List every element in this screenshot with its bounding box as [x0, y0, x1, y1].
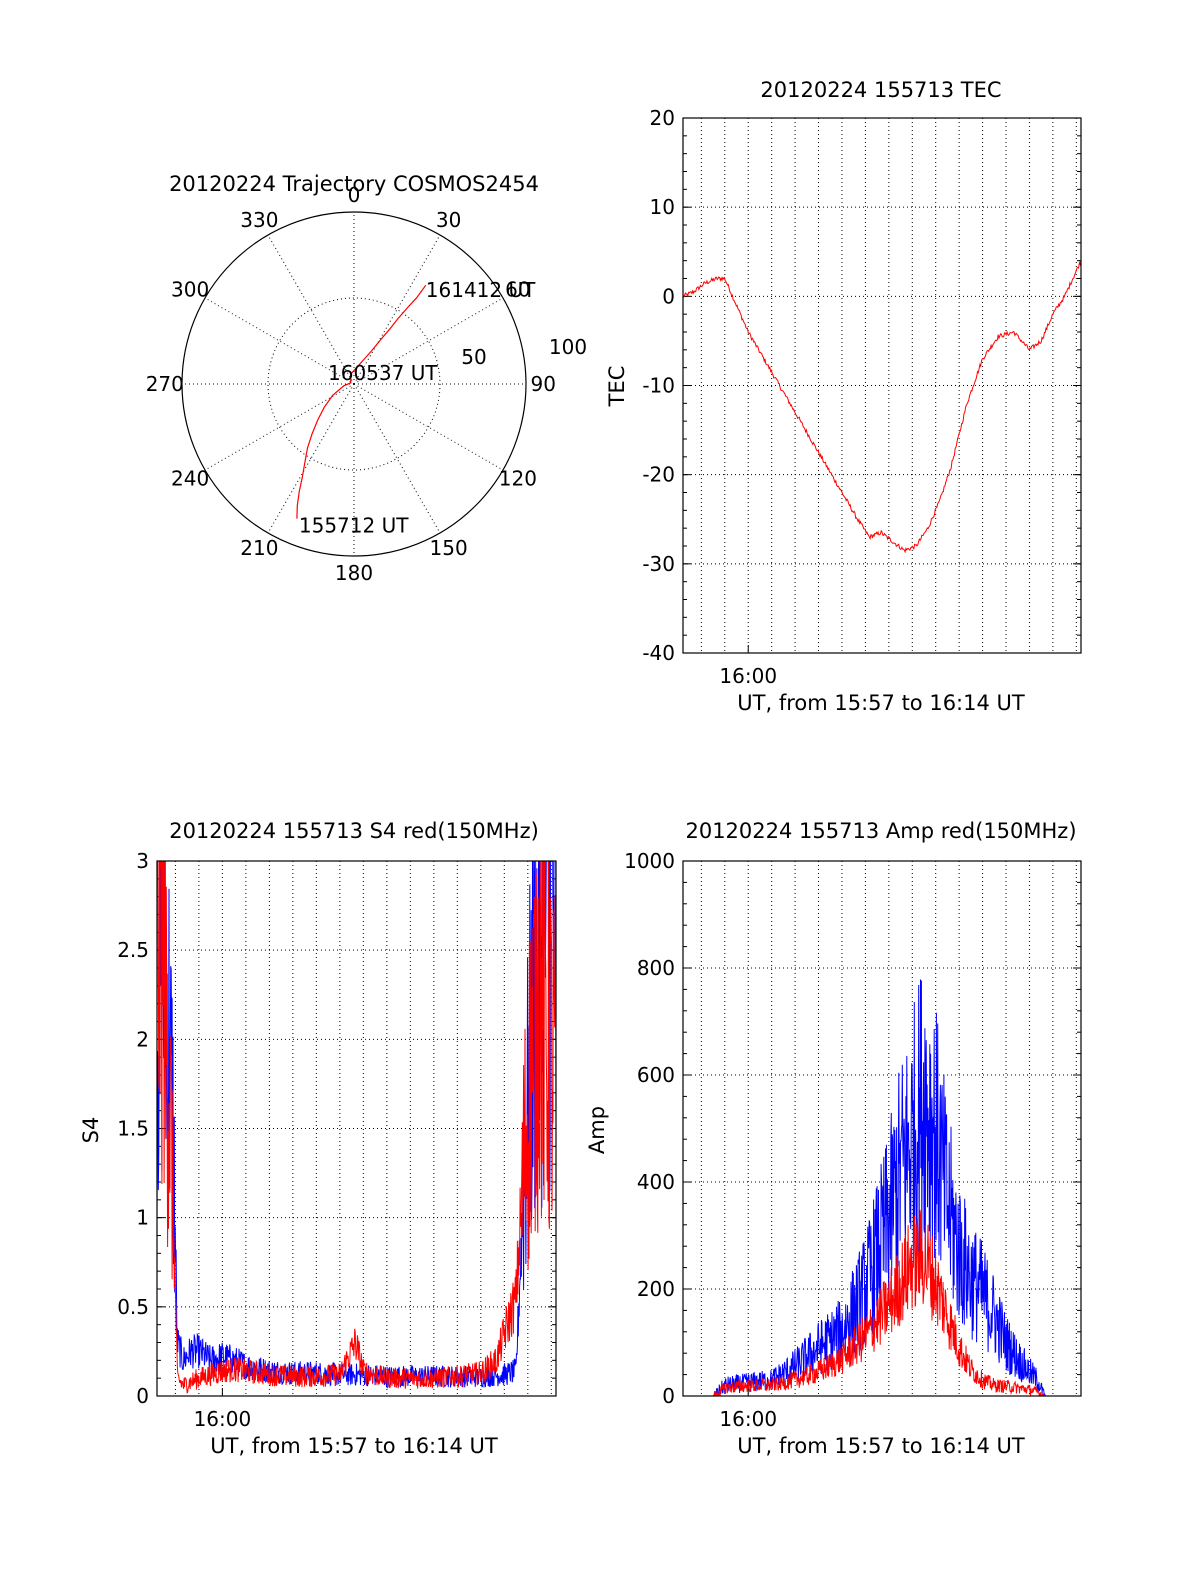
angle-label: 330 — [240, 208, 278, 232]
spoke — [353, 383, 441, 534]
series-line-blue — [157, 861, 556, 1388]
trajectory-line — [296, 284, 427, 519]
spoke — [353, 234, 441, 385]
spoke — [353, 383, 504, 471]
amp-ylabel: Amp — [585, 1106, 609, 1154]
y-tick-label: 2.5 — [117, 938, 149, 962]
x-tick-label: 16:00 — [719, 1407, 777, 1431]
x-tick-label: 16:00 — [719, 664, 777, 688]
mid-time-label: 160537 UT — [328, 361, 438, 385]
y-tick-label: 200 — [637, 1277, 675, 1301]
y-tick-label: -40 — [642, 641, 675, 665]
y-tick-label: 0 — [662, 1384, 675, 1408]
angle-label: 60 — [505, 277, 530, 301]
outer-ring — [181, 211, 527, 557]
y-tick-label: 3 — [136, 849, 149, 873]
end-time-label: 161412 UT — [426, 278, 536, 302]
angle-label: 30 — [436, 208, 461, 232]
x-tick-label: 16:00 — [194, 1407, 252, 1431]
s4-title: 20120224 155713 S4 red(150MHz) — [169, 819, 539, 843]
amp-xlabel: UT, from 15:57 to 16:14 UT — [737, 1434, 1025, 1458]
y-tick-label: 2 — [136, 1027, 149, 1051]
series-line-red — [683, 1209, 1081, 1396]
amp-marks: 1000 800 600 400 200 0 16:00 — [624, 849, 1082, 1431]
angle-label: 180 — [335, 561, 373, 585]
tec-ylabel: TEC — [605, 366, 629, 408]
ring-50 — [267, 297, 441, 471]
angle-label: 150 — [430, 536, 468, 560]
series-line-blue — [683, 979, 1081, 1396]
y-tick-label: 1 — [136, 1206, 149, 1230]
radius-label: 100 — [549, 335, 587, 359]
amp-title: 20120224 155713 Amp red(150MHz) — [685, 819, 1076, 843]
y-tick-label: 400 — [637, 1170, 675, 1194]
polar-marks: 0 30 60 90 120 150 180 210 240 270 300 330 50 100 1557… — [146, 183, 587, 585]
y-tick-label: -20 — [642, 463, 675, 487]
y-tick-label: 1.5 — [117, 1117, 149, 1141]
polar-title: 20120224 Trajectory COSMOS2454 — [169, 172, 539, 196]
y-tick-label: 0.5 — [117, 1295, 149, 1319]
radius-label: 50 — [461, 345, 486, 369]
angle-label: 0 — [348, 183, 361, 207]
plot-frame — [682, 860, 1082, 1397]
spoke — [204, 297, 355, 385]
tec-panel: 20120224 155713 TEC UT, from 15:57 to 16… — [605, 78, 1082, 715]
series-line-red — [157, 861, 556, 1394]
tec-xlabel: UT, from 15:57 to 16:14 UT — [737, 691, 1025, 715]
y-tick-label: -10 — [642, 374, 675, 398]
y-tick-label: 1000 — [624, 849, 675, 873]
y-tick-label: 600 — [637, 1063, 675, 1087]
spoke — [267, 383, 355, 534]
angle-label: 270 — [146, 372, 184, 396]
y-tick-label: 0 — [136, 1384, 149, 1408]
spoke — [204, 383, 355, 471]
y-tick-label: -30 — [642, 552, 675, 576]
s4-panel: 20120224 155713 S4 red(150MHz) UT, from … — [79, 819, 557, 1458]
s4-ylabel: S4 — [79, 1117, 103, 1144]
tec-title: 20120224 155713 TEC — [760, 78, 1001, 102]
polar-trajectory-panel: 20120224 Trajectory COSMOS2454 0 30 60 90 12… — [146, 172, 587, 585]
start-time-label: 155712 UT — [299, 514, 409, 538]
spoke — [267, 234, 355, 385]
angle-label: 300 — [171, 277, 209, 301]
y-tick-label: 20 — [650, 106, 675, 130]
s4-xlabel: UT, from 15:57 to 16:14 UT — [210, 1434, 498, 1458]
polar-grid — [181, 211, 527, 557]
series-line-red — [683, 260, 1081, 554]
angle-label: 210 — [240, 536, 278, 560]
y-tick-label: 0 — [662, 284, 675, 308]
tec-marks: 20 10 0 -10 -20 -30 -40 16:00 — [642, 106, 1082, 688]
plot-frame — [682, 117, 1082, 654]
spoke — [353, 297, 504, 385]
s4-marks: 3 2.5 2 1.5 1 0.5 0 16:00 — [117, 849, 557, 1431]
y-tick-label: 800 — [637, 956, 675, 980]
angle-label: 240 — [171, 467, 209, 491]
amp-panel: 20120224 155713 Amp red(150MHz) UT, from… — [585, 819, 1082, 1458]
plot-frame — [156, 860, 557, 1397]
angle-label: 90 — [530, 372, 555, 396]
y-tick-label: 10 — [650, 195, 675, 219]
angle-label: 120 — [499, 467, 537, 491]
